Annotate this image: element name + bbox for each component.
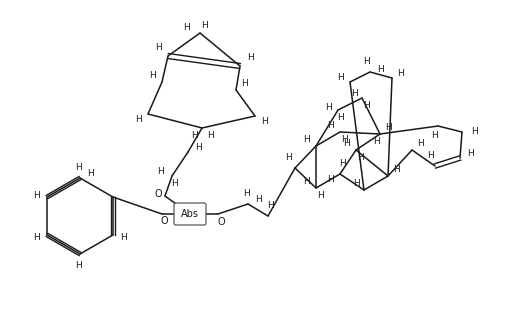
Text: H: H: [120, 233, 127, 241]
Text: O: O: [217, 217, 225, 227]
Text: H: H: [385, 123, 391, 133]
Text: H: H: [304, 135, 310, 145]
Text: H: H: [304, 178, 310, 187]
Text: H: H: [338, 159, 345, 168]
Text: H: H: [75, 260, 81, 270]
Text: H: H: [363, 101, 370, 110]
Text: H: H: [75, 163, 81, 171]
Text: H: H: [373, 137, 379, 146]
Text: H: H: [357, 153, 363, 161]
Text: H: H: [324, 103, 331, 112]
FancyBboxPatch shape: [174, 203, 206, 225]
Text: H: H: [158, 167, 165, 176]
Text: H: H: [247, 53, 253, 63]
Text: H: H: [262, 118, 268, 126]
Text: H: H: [256, 194, 263, 203]
Text: H: H: [340, 134, 347, 144]
Text: H: H: [393, 166, 400, 175]
Text: H: H: [285, 154, 292, 163]
Text: H: H: [344, 140, 350, 148]
Text: H: H: [184, 24, 190, 32]
Text: H: H: [155, 43, 161, 52]
Text: H: H: [208, 132, 214, 141]
Text: H: H: [201, 20, 208, 29]
Text: H: H: [242, 190, 249, 199]
Text: H: H: [149, 72, 156, 80]
Text: H: H: [134, 115, 141, 124]
Text: H: H: [363, 57, 370, 66]
Text: H: H: [242, 79, 249, 88]
Text: H: H: [267, 202, 274, 211]
Text: H: H: [33, 233, 39, 241]
Text: H: H: [471, 128, 477, 136]
Text: H: H: [467, 149, 473, 158]
Text: H: H: [317, 191, 323, 200]
Text: H: H: [337, 74, 344, 83]
Text: H: H: [431, 132, 438, 141]
Text: H: H: [351, 89, 358, 98]
Text: H: H: [327, 122, 334, 131]
Text: H: H: [190, 132, 197, 141]
Text: H: H: [417, 140, 424, 148]
Text: H: H: [397, 68, 403, 77]
Text: H: H: [195, 143, 201, 152]
Text: H: H: [352, 179, 359, 189]
Text: O: O: [154, 189, 162, 199]
Text: H: H: [171, 179, 177, 188]
Text: H: H: [428, 152, 434, 160]
Text: H: H: [327, 176, 334, 184]
Text: H: H: [377, 65, 384, 75]
Text: H: H: [88, 169, 94, 179]
Text: H: H: [33, 191, 39, 200]
Text: Abs: Abs: [181, 209, 199, 219]
Text: H: H: [337, 113, 344, 122]
Text: O: O: [160, 216, 168, 226]
